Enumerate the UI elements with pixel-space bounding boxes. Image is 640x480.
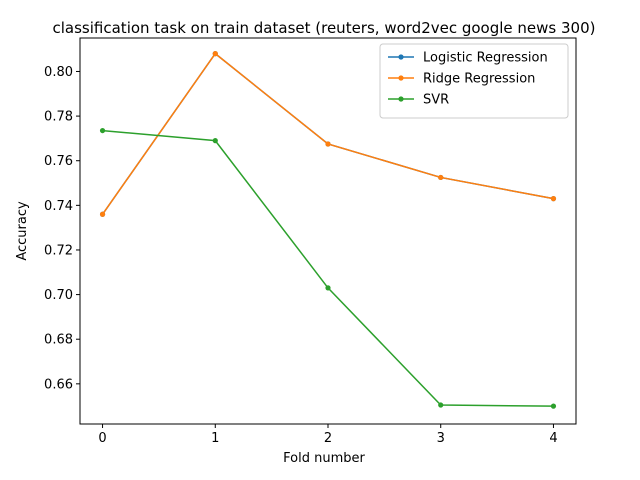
data-point (325, 285, 331, 291)
legend-marker (398, 96, 404, 102)
x-axis: 0 1 2 3 4 (98, 424, 558, 446)
legend-box (379, 43, 569, 119)
chart-title: classification task on train dataset (re… (53, 19, 596, 37)
y-axis: 0.66 0.68 0.70 0.72 0.74 0.76 0.78 0.80 (44, 65, 80, 392)
y-tick-label: 0.76 (44, 154, 73, 169)
legend: Logistic Regression Ridge Regression SVR (379, 43, 569, 119)
data-point (550, 196, 557, 202)
y-tick-label: 0.74 (44, 199, 73, 214)
y-tick-label: 0.68 (44, 333, 73, 348)
data-point (325, 141, 331, 147)
x-tick-label: 1 (211, 431, 219, 446)
y-tick-label: 0.78 (44, 110, 73, 125)
data-point (99, 127, 106, 134)
x-tick-label: 2 (324, 431, 332, 446)
series-line-3 (102, 129, 554, 407)
data-point (438, 174, 444, 181)
y-tick-label: 0.70 (44, 288, 73, 303)
plot-frame (79, 37, 577, 425)
data-point (438, 402, 444, 408)
x-tick-label: 3 (437, 431, 445, 446)
x-tick-label: 0 (98, 431, 106, 446)
legend-label: Logistic Regression (423, 51, 548, 66)
y-tick-label: 0.80 (44, 65, 73, 80)
x-axis-label: Fold number (283, 451, 365, 466)
legend-label: Ridge Regression (423, 72, 535, 87)
legend-marker (398, 75, 404, 81)
data-point (99, 211, 106, 217)
legend-marker (398, 54, 404, 60)
y-tick-label: 0.72 (44, 243, 73, 258)
x-tick-label: 4 (549, 431, 557, 446)
y-axis-label: Accuracy (15, 201, 30, 261)
series-layer (99, 51, 557, 409)
data-point (212, 138, 218, 144)
data-point (212, 51, 218, 57)
data-point (550, 403, 557, 409)
y-tick-label: 0.66 (44, 377, 73, 392)
legend-label: SVR (423, 93, 449, 108)
